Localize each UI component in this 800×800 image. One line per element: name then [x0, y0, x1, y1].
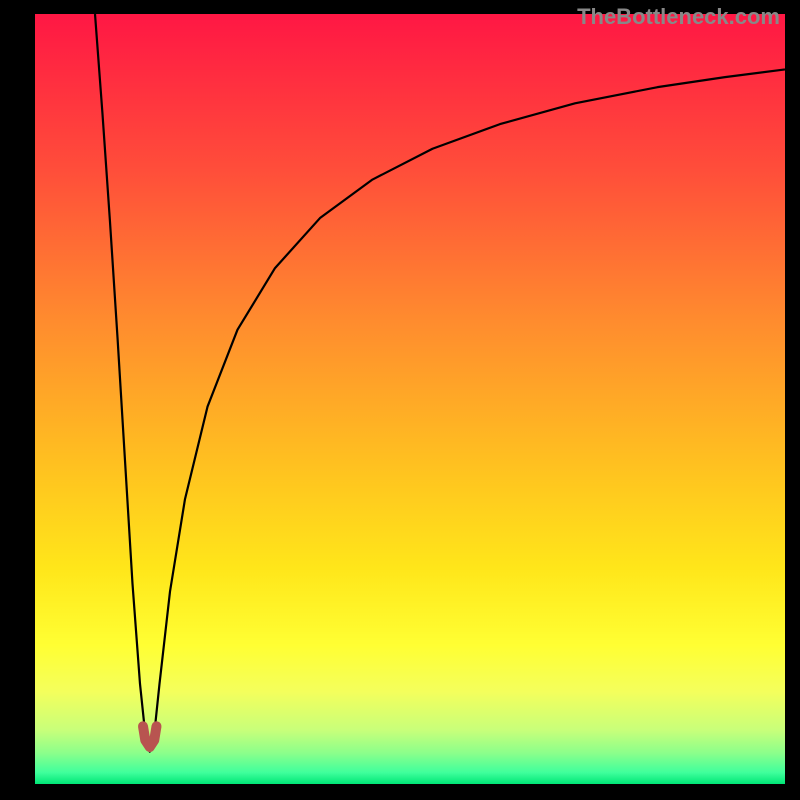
chart-container: TheBottleneck.com [0, 0, 800, 800]
watermark-text: TheBottleneck.com [577, 4, 780, 30]
gradient-background [35, 14, 785, 784]
bottleneck-curve-plot [35, 14, 785, 784]
